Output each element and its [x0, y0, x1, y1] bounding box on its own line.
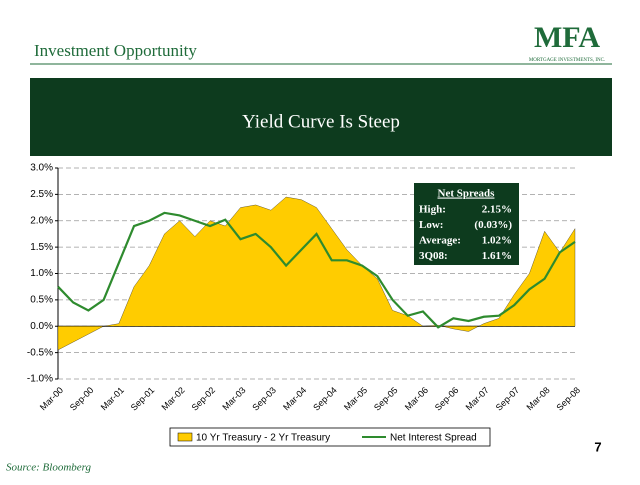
logo-subtitle: MORTGAGE INVESTMENTS, INC. — [529, 58, 605, 63]
annotation-value: 1.02% — [482, 235, 512, 247]
banner-title: Yield Curve Is Steep — [242, 111, 400, 132]
x-tick-label: Sep-08 — [554, 385, 582, 413]
y-tick-label: 3.0% — [30, 163, 53, 174]
annotation-value: (0.03%) — [474, 219, 512, 231]
slide-header: Investment Opportunity — [34, 41, 197, 60]
legend: 10 Yr Treasury - 2 Yr Treasury Net Intere… — [169, 427, 491, 447]
x-tick-label: Mar-07 — [464, 385, 491, 412]
x-tick-label: Mar-06 — [403, 385, 430, 412]
x-tick-label: Sep-05 — [372, 385, 400, 413]
y-tick-label: 1.5% — [30, 242, 53, 253]
legend-label: 10 Yr Treasury - 2 Yr Treasury — [196, 433, 330, 444]
y-tick-label: -1.0% — [27, 374, 53, 385]
annotation-label: High: — [419, 204, 446, 216]
annotation-value: 1.61% — [482, 250, 512, 262]
x-tick-label: Sep-01 — [129, 385, 157, 413]
x-tick-label: Sep-07 — [494, 385, 522, 413]
y-tick-label: 2.0% — [30, 215, 53, 226]
banner — [30, 78, 612, 156]
legend-box — [169, 427, 491, 447]
x-tick-label: Sep-02 — [190, 385, 218, 413]
annotation-label: Average: — [419, 235, 461, 247]
line — [57, 211, 576, 329]
x-tick-label: Mar-02 — [160, 385, 187, 412]
annotation-box — [414, 183, 519, 265]
annotation-value: 2.15% — [482, 204, 512, 216]
y-tick-label: 0.0% — [30, 321, 53, 332]
page-number: 7 — [594, 439, 601, 454]
source: Source: Bloomberg — [6, 462, 92, 474]
y-tick-label: 1.0% — [30, 268, 53, 279]
x-tick-label: Mar-03 — [220, 385, 247, 412]
logo: MFA — [534, 21, 600, 54]
x-tick-label: Mar-05 — [342, 385, 369, 412]
chart: -1.0% -0.5% 0.0% 0.5% 1.0% 1.5% 2.0% 2.5% 3.0% Ma… — [27, 163, 582, 447]
legend-label: Net Interest Spread — [390, 433, 477, 444]
annotation-title: Net Spreads — [438, 188, 496, 200]
x-tick-label: Mar-01 — [99, 385, 126, 412]
y-tick-label: -0.5% — [27, 347, 53, 358]
x-tick-label: Sep-04 — [311, 385, 339, 413]
x-tick-label: Sep-06 — [433, 385, 461, 413]
annotation-label: Low: — [419, 219, 443, 231]
y-tick-label: 0.5% — [30, 295, 53, 306]
area — [57, 196, 576, 351]
x-tick-label: Sep-00 — [68, 385, 96, 413]
x-tick-label: Mar-00 — [38, 385, 65, 412]
y-tick-label: 2.5% — [30, 189, 53, 200]
annotation: Net Spreads High: 2.15% Low: (0.03%) Average:… — [414, 183, 519, 265]
x-tick-label: Mar-04 — [281, 385, 308, 412]
legend-swatch — [177, 432, 193, 442]
x-tick-label: Sep-03 — [250, 385, 278, 413]
annotation-label: 3Q08: — [419, 250, 448, 262]
x-tick-label: Mar-08 — [524, 385, 551, 412]
